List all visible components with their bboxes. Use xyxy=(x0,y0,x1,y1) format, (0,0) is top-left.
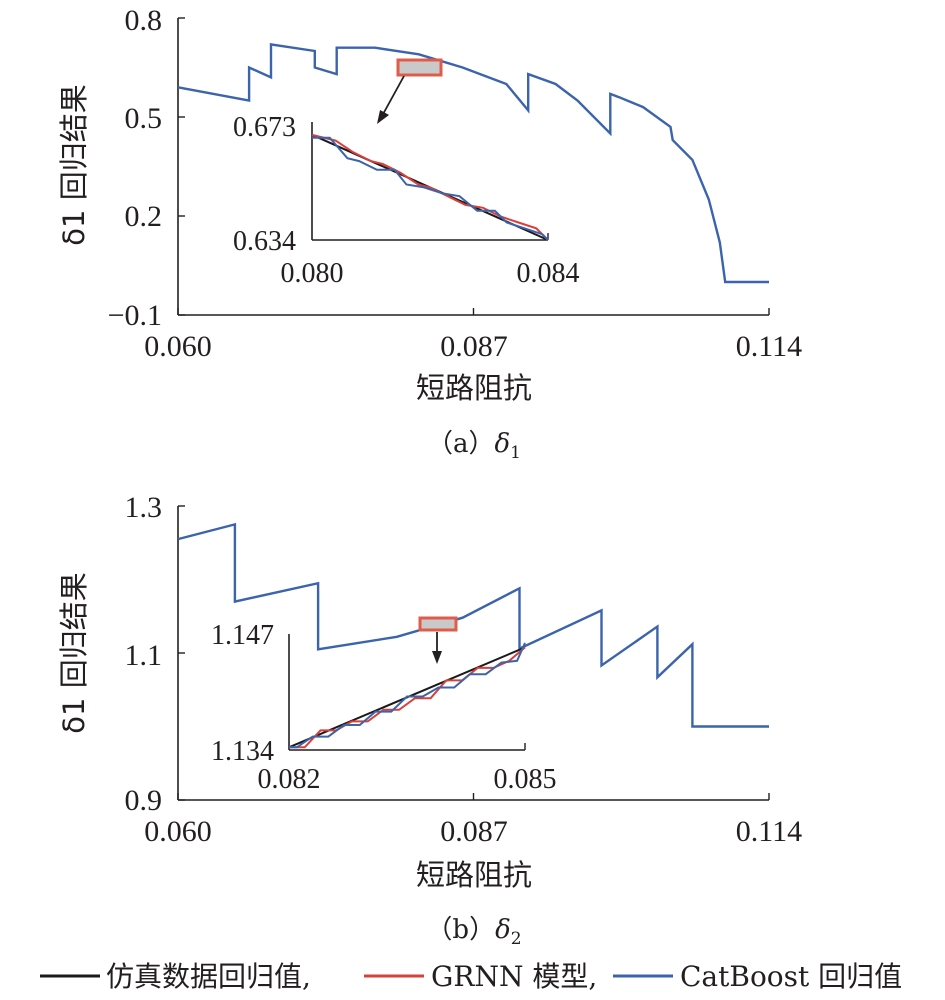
legend-label-catboost: CatBoost 回归值 xyxy=(680,960,902,993)
chart-b-xtick: 0.060 xyxy=(144,815,212,848)
chart-b-caption: （b）δ2 xyxy=(426,915,521,949)
chart-a-inset-xtick: 0.084 xyxy=(517,258,580,289)
chart-b-ytick: 0.9 xyxy=(125,784,163,817)
chart-a-xtick: 0.114 xyxy=(736,330,802,363)
chart-b-ytick: 1.1 xyxy=(125,639,163,672)
legend-label-grnn: GRNN 模型, xyxy=(431,960,597,993)
chart-a-xlabel: 短路阻抗 xyxy=(416,371,532,405)
legend-label-sim: 仿真数据回归值, xyxy=(106,960,311,993)
chart-a-inset: 0.673 0.634 0.080 0.084 xyxy=(233,112,580,289)
chart-b-inset-catboost-line xyxy=(289,642,526,749)
chart-b-inset-ytick: 1.147 xyxy=(211,620,274,651)
chart-a-inset-catboost-line xyxy=(312,136,549,241)
chart-a-ylabel: δ1 回归结果 xyxy=(57,84,91,245)
chart-a-caption: （a）δ1 xyxy=(427,429,521,463)
chart-a-zoom-arrowhead xyxy=(377,110,389,124)
chart-b: 1.3 1.1 0.9 0.060 0.087 0.114 短路阻抗 δ1 回归… xyxy=(57,491,802,949)
chart-a-zoom-box xyxy=(396,58,443,77)
chart-b-inset: 1.147 1.134 0.082 0.085 xyxy=(211,620,557,795)
chart-a-inset-ytick: 0.634 xyxy=(233,226,296,257)
chart-a-ytick: 0.5 xyxy=(125,102,163,135)
chart-b-inset-ytick: 1.134 xyxy=(211,736,274,767)
chart-a-ytick: 0.2 xyxy=(125,200,163,233)
chart-b-zoom-arrowhead xyxy=(432,651,442,664)
legend: 仿真数据回归值, GRNN 模型, CatBoost 回归值 xyxy=(40,960,902,993)
chart-b-xlabel: 短路阻抗 xyxy=(416,858,532,892)
chart-a-ytick: 0.8 xyxy=(125,4,163,37)
chart-b-inset-xtick: 0.082 xyxy=(258,764,321,795)
chart-b-xtick: 0.087 xyxy=(440,815,508,848)
chart-a-inset-xtick: 0.080 xyxy=(281,258,344,289)
chart-a-xtick: 0.060 xyxy=(144,330,212,363)
chart-b-inset-grnn-line xyxy=(289,646,526,749)
chart-b-catboost-line xyxy=(177,522,769,728)
chart-b-ytick: 1.3 xyxy=(125,491,163,524)
chart-b-xtick: 0.114 xyxy=(736,815,802,848)
chart-a-inset-ytick: 0.673 xyxy=(233,112,296,143)
chart-b-ylabel: δ1 回归结果 xyxy=(57,572,91,733)
chart-a-inset-grnn-line xyxy=(311,133,549,241)
chart-a: 0.8 0.5 0.2 −0.1 0.060 0.087 0.114 短路阻抗 … xyxy=(57,4,802,463)
chart-a-zoom-arrow xyxy=(381,75,405,117)
chart-a-catboost-line xyxy=(177,43,769,284)
chart-b-zoom-box xyxy=(418,616,458,632)
chart-a-ytick: −0.1 xyxy=(108,299,162,332)
chart-a-xtick: 0.087 xyxy=(440,330,508,363)
chart-b-inset-xtick: 0.085 xyxy=(494,764,557,795)
